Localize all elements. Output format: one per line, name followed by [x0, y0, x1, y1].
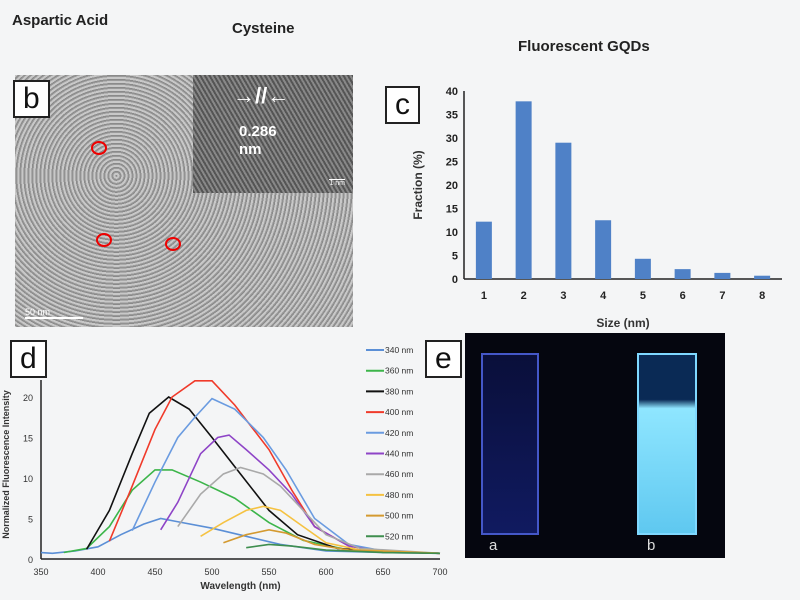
y-tick-label: 20: [446, 180, 458, 192]
x-tick-label: 550: [261, 567, 276, 577]
size-distribution-chart: 0 5 10 15 20 25 30 35 40 1 2 3 4 5 6 7 8 Size (nm) Fractio…: [411, 86, 782, 330]
bar: [475, 221, 492, 279]
x-tick-label: 600: [318, 567, 333, 577]
y-tick-label: 5: [28, 515, 33, 525]
series-line: [246, 543, 441, 555]
x-axis-label: Wavelength (nm): [200, 581, 280, 592]
x-tick-label: 3: [560, 290, 566, 302]
legend-label: 340 nm: [385, 345, 413, 355]
series-line: [177, 466, 441, 555]
legend-label: 500 nm: [385, 511, 413, 521]
y-tick-label: 40: [446, 86, 458, 98]
series-line: [200, 505, 441, 555]
tem-image: →//← 0.286 nm 1 nm 50 nm: [15, 75, 353, 327]
y-axis-label: Fraction (%): [411, 150, 425, 219]
series-line: [63, 469, 441, 555]
x-tick-label: 4: [600, 290, 607, 302]
cuvette-b: [637, 353, 697, 535]
y-tick-label: 15: [23, 434, 33, 444]
gqd-marker: [165, 237, 181, 251]
y-tick-label: 30: [446, 133, 458, 145]
x-tick-label: 7: [719, 290, 725, 302]
label-aspartic-acid: Aspartic Acid: [12, 12, 109, 29]
inset-scale-bar: 1 nm: [329, 179, 345, 187]
label-fluorescent-gqds: Fluorescent GQDs: [518, 38, 650, 55]
scale-bar: 50 nm: [25, 307, 83, 319]
cuvette-a: [481, 353, 539, 535]
y-tick-label: 25: [446, 157, 458, 169]
legend-label: 420 nm: [385, 428, 413, 438]
lattice-arrows-icon: →//←: [233, 83, 290, 108]
y-tick-label: 0: [28, 555, 33, 565]
y-tick-label: 15: [446, 204, 458, 216]
bar: [515, 101, 532, 279]
x-tick-label: 6: [680, 290, 686, 302]
y-tick-label: 10: [446, 227, 458, 239]
x-tick-label: 350: [33, 567, 48, 577]
y-axis-label: Normalized Fluorescence Intensity: [1, 390, 11, 539]
lattice-spacing: 0.286: [239, 123, 277, 140]
y-tick-label: 5: [452, 251, 458, 263]
bar: [674, 269, 691, 279]
lattice-unit: nm: [239, 141, 262, 158]
x-tick-label: 8: [759, 290, 765, 302]
x-tick-label: 700: [432, 567, 447, 577]
legend-label: 520 nm: [385, 531, 413, 541]
legend-label: 460 nm: [385, 469, 413, 479]
x-tick-label: 5: [640, 290, 646, 302]
gqd-marker: [91, 141, 107, 155]
fluorescence-spectra-chart: 0 5 10 15 20 350 400 450 500 550 600 650 700 Waveleng…: [1, 345, 448, 592]
cuvette-label-b: b: [647, 537, 656, 554]
panel-label-d: d: [10, 340, 47, 378]
legend-label: 360 nm: [385, 366, 413, 376]
panel-label-b: b: [13, 80, 50, 118]
bar: [714, 272, 731, 279]
x-tick-label: 1: [481, 290, 487, 302]
x-tick-label: 500: [204, 567, 219, 577]
y-tick-label: 35: [446, 110, 458, 122]
x-tick-label: 450: [147, 567, 162, 577]
x-tick-label: 400: [90, 567, 105, 577]
legend-label: 400 nm: [385, 407, 413, 417]
hrtem-inset: →//← 0.286 nm 1 nm: [193, 75, 353, 193]
x-axis-label: Size (nm): [596, 316, 649, 330]
cuvette-label-a: a: [489, 537, 498, 554]
x-tick-label: 650: [375, 567, 390, 577]
cuvette-photo: a b: [465, 333, 725, 558]
legend-label: 440 nm: [385, 449, 413, 459]
panel-label-e: e: [425, 340, 462, 378]
gqd-marker: [96, 233, 112, 247]
bar: [754, 275, 771, 279]
legend-label: 480 nm: [385, 490, 413, 500]
x-tick-label: 2: [521, 290, 527, 302]
bar: [555, 142, 572, 279]
panel-label-c: c: [385, 86, 420, 124]
legend-label: 380 nm: [385, 386, 413, 396]
bar: [595, 220, 612, 279]
bar: [634, 258, 651, 279]
y-tick-label: 20: [23, 393, 33, 403]
label-cysteine: Cysteine: [232, 20, 295, 37]
y-tick-label: 0: [452, 274, 458, 286]
series-line: [223, 529, 441, 555]
y-tick-label: 10: [23, 474, 33, 484]
